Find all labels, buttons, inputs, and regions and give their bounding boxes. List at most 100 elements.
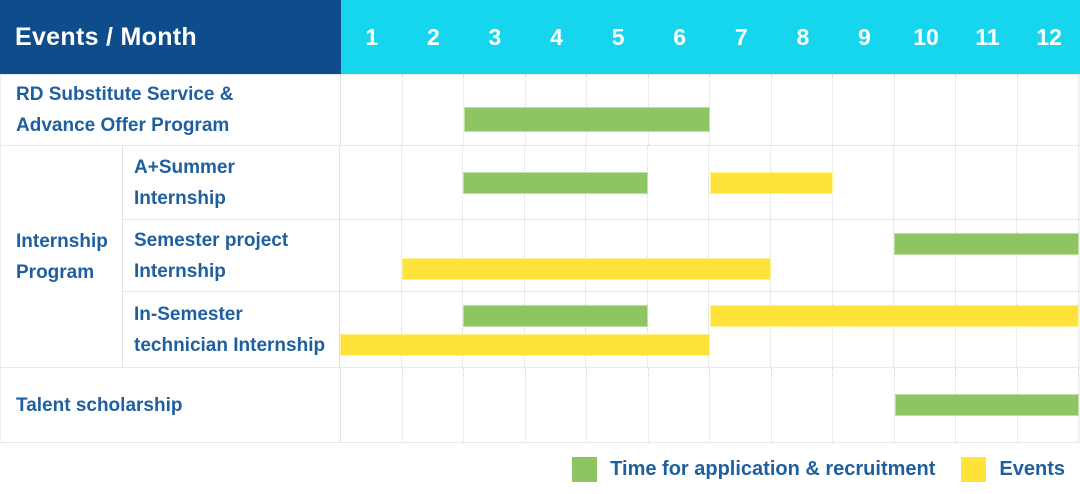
month-grid-cell <box>709 292 772 367</box>
gantt-bar-application <box>464 107 710 132</box>
month-header-cell: 9 <box>858 23 871 50</box>
table-row-semester-project: Semester project Internship <box>123 220 1079 292</box>
gantt-bar-event <box>709 171 833 194</box>
month-grid-cell <box>833 220 895 291</box>
month-grid-cell <box>710 368 772 442</box>
gantt-bar-application <box>463 171 648 194</box>
month-grid-cell <box>833 292 895 367</box>
row-label-line: A+Summer <box>134 156 235 178</box>
month-grid-cell <box>771 292 833 367</box>
month-grid-cell <box>340 292 402 367</box>
month-header-cell: 8 <box>796 23 810 50</box>
row-label-line: technician Internship <box>134 334 326 356</box>
month-grid-cell <box>956 75 1018 145</box>
gantt-bar-application <box>894 394 1079 416</box>
month-grid-cell <box>648 292 710 367</box>
month-grid-cell <box>341 75 403 145</box>
month-grid-cell <box>525 292 587 367</box>
month-header-cell: 5 <box>611 23 625 50</box>
month-header-cell: 12 <box>1036 23 1062 50</box>
month-grid-cell <box>586 292 648 367</box>
row-label-line: RD Substitute Service & <box>16 84 234 105</box>
table-row-talent-scholarship: Talent scholarship <box>1 368 1079 443</box>
month-grid-cell <box>833 75 895 145</box>
row-label-semester-project: Semester project Internship <box>123 220 340 291</box>
legend-swatch-application-icon <box>572 456 598 482</box>
month-header-cell: 11 <box>975 23 1000 50</box>
month-grid-cell <box>463 292 525 367</box>
month-grid-cell <box>464 368 526 442</box>
row-label-line: Semester project <box>134 229 289 251</box>
row-label-line: Internship <box>134 187 226 209</box>
month-grid-cell <box>894 146 956 219</box>
month-grid-cell <box>586 220 648 291</box>
month-grid-cell <box>710 75 772 145</box>
header-title-cell: Events / Month <box>0 0 341 74</box>
gantt-track-a-plus-summer <box>340 146 1079 219</box>
legend-swatch-events-icon <box>961 456 987 482</box>
month-header-cell: 7 <box>734 23 748 50</box>
month-grid-cell <box>1017 220 1079 291</box>
row-label-line: Internship <box>134 260 226 282</box>
table-row-a-plus-summer: A+Summer Internship <box>123 146 1079 220</box>
month-grid-cell <box>1017 146 1079 219</box>
row-label-line: Advance Offer Program <box>16 115 230 136</box>
month-grid-cell <box>648 220 710 291</box>
table-row-rd-substitute: RD Substitute Service & Advance Offer Pr… <box>1 74 1079 146</box>
month-grid-cell <box>587 368 649 442</box>
group-label-line: Program <box>16 261 95 283</box>
gantt-bar-event <box>340 334 710 356</box>
table-body: RD Substitute Service & Advance Offer Pr… <box>0 74 1080 443</box>
legend-label-events: Events <box>999 457 1065 480</box>
row-label-line: In-Semester <box>134 303 243 325</box>
gantt-bar-event <box>401 258 772 280</box>
month-grid-cell <box>649 368 710 442</box>
gantt-track-rd-substitute <box>341 75 1079 145</box>
legend-item-events: Events <box>961 456 1065 482</box>
group-internship-program: Internship Program A+Summer Internship S… <box>1 146 1079 368</box>
page-title: Events / Month <box>15 22 197 51</box>
row-label-talent-scholarship: Talent scholarship <box>1 368 341 442</box>
month-grid-cell <box>340 220 402 291</box>
month-grid-cell <box>894 220 956 291</box>
gantt-bar-event <box>709 305 1079 327</box>
month-header-cell: 3 <box>488 23 502 50</box>
row-label-line: Talent scholarship <box>16 394 183 416</box>
legend-label-application: Time for application & recruitment <box>610 457 936 480</box>
month-grid-cell <box>525 220 587 291</box>
month-header-cell: 10 <box>913 23 939 50</box>
month-header-cell: 4 <box>550 23 563 50</box>
gantt-bar-application <box>894 233 1079 255</box>
month-grid-cell <box>648 146 710 219</box>
month-grid-cell <box>341 368 403 442</box>
legend-item-application: Time for application & recruitment <box>572 456 936 482</box>
month-grid-cell <box>1017 292 1079 367</box>
legend: Time for application & recruitment Event… <box>0 443 1080 494</box>
month-grid-cell <box>895 75 956 145</box>
group-label-line: Internship <box>16 230 108 252</box>
gantt-track-in-semester-technician <box>340 292 1079 367</box>
month-grid-cell <box>1018 75 1079 145</box>
month-grid-cell <box>956 146 1018 219</box>
gantt-track-talent-scholarship <box>341 368 1079 442</box>
month-grid-cell <box>772 75 833 145</box>
month-grid-cell <box>772 368 833 442</box>
month-grid-cell <box>956 220 1018 291</box>
month-grid-cell <box>340 146 402 219</box>
row-label-a-plus-summer: A+Summer Internship <box>123 146 340 219</box>
group-subrows: A+Summer Internship Semester project Int… <box>123 146 1079 367</box>
month-header-strip: 1 2 3 4 5 6 7 8 9 10 11 12 <box>341 0 1080 74</box>
month-grid-cell <box>833 368 895 442</box>
month-grid-cell <box>894 292 956 367</box>
row-label-in-semester-technician: In-Semester technician Internship <box>123 292 340 367</box>
row-label-rd-substitute: RD Substitute Service & Advance Offer Pr… <box>1 75 341 145</box>
table-header-row: Events / Month 1 2 3 4 5 6 7 8 9 10 11 12 <box>0 0 1080 74</box>
month-grid-cell <box>403 368 464 442</box>
month-grid-cell <box>526 368 587 442</box>
month-header-cell: 6 <box>673 23 687 50</box>
month-grid-cell <box>771 220 833 291</box>
month-grid-cell <box>402 292 464 367</box>
gantt-bar-application <box>463 305 648 327</box>
month-header-cell: 1 <box>365 23 379 50</box>
